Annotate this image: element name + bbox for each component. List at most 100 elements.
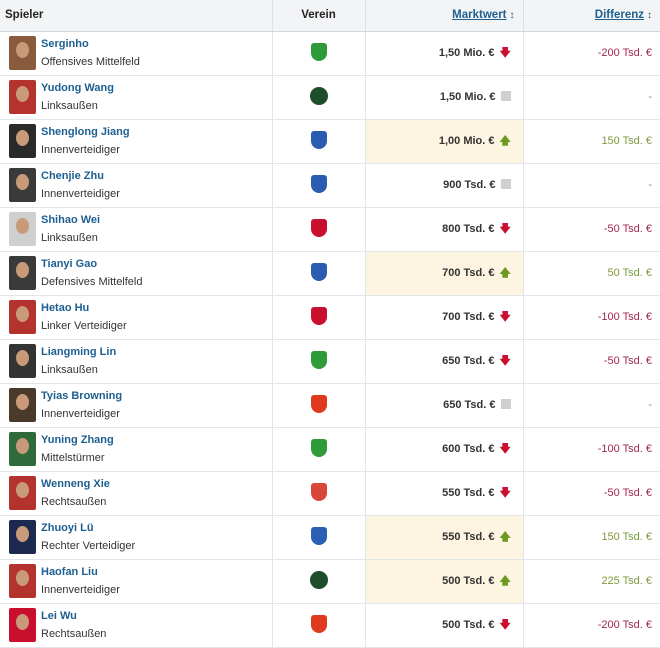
player-name-link[interactable]: Tianyi Gao — [41, 258, 98, 270]
player-cell: Shihao Wei Linksaußen — [0, 212, 272, 246]
player-name-link[interactable]: Serginho — [41, 38, 89, 50]
player-name-link[interactable]: Hetao Hu — [41, 302, 90, 314]
column-header-market-value[interactable]: Marktwert ↕ — [365, 0, 524, 32]
player-name-link[interactable]: Liangming Lin — [41, 346, 117, 358]
value-difference: -50 Tsd. € — [523, 207, 660, 252]
club-crest-icon[interactable] — [309, 570, 328, 589]
player-name-link[interactable]: Shihao Wei — [41, 214, 101, 226]
club-crest-icon[interactable] — [310, 614, 327, 633]
arrow-up-icon: 🡅 — [499, 134, 511, 147]
player-name-link[interactable]: Chenjie Zhu — [41, 170, 104, 182]
market-value: 700 Tsd. € — [442, 310, 495, 323]
column-header-player: Spieler — [0, 0, 273, 32]
player-cell: Chenjie Zhu Innenverteidiger — [0, 168, 272, 202]
player-position: Offensives Mittelfeld — [41, 56, 140, 68]
table-row: Haofan Liu Innenverteidiger 500 Tsd. € 🡅 … — [0, 559, 660, 604]
player-cell: Wenneng Xie Rechtsaußen — [0, 476, 272, 510]
sort-icon[interactable]: ↕ — [647, 10, 652, 22]
arrow-down-icon: 🡇 — [499, 310, 511, 323]
player-name-link[interactable]: Tyias Browning — [41, 390, 123, 402]
player-photo[interactable] — [9, 608, 36, 642]
table-row: Serginho Offensives Mittelfeld 1,50 Mio.… — [0, 31, 660, 76]
player-photo[interactable] — [9, 256, 36, 290]
player-cell: Hetao Hu Linker Verteidiger — [0, 300, 272, 334]
market-value: 550 Tsd. € — [442, 486, 495, 499]
player-cell: Zhuoyi Lü Rechter Verteidiger — [0, 520, 272, 554]
player-photo[interactable] — [9, 388, 36, 422]
player-photo[interactable] — [9, 476, 36, 510]
arrow-down-icon: 🡇 — [499, 442, 511, 455]
arrow-up-icon: 🡅 — [499, 530, 511, 543]
club-crest-icon[interactable] — [310, 262, 327, 281]
player-position: Rechtsaußen — [41, 496, 107, 508]
value-difference: - — [523, 383, 660, 428]
club-crest-icon[interactable] — [310, 174, 327, 193]
table-row: Tyias Browning Innenverteidiger 650 Tsd.… — [0, 383, 660, 428]
player-position: Rechter Verteidiger — [41, 540, 136, 552]
table-row: Zhuoyi Lü Rechter Verteidiger 550 Tsd. €… — [0, 515, 660, 560]
player-name-link[interactable]: Yudong Wang — [41, 82, 114, 94]
table-row: Shenglong Jiang Innenverteidiger 1,00 Mi… — [0, 119, 660, 164]
unchanged-icon — [500, 91, 511, 101]
club-crest-icon[interactable] — [310, 482, 327, 501]
club-crest-icon[interactable] — [310, 42, 327, 61]
player-photo[interactable] — [9, 564, 36, 598]
player-photo[interactable] — [9, 124, 36, 158]
player-name-link[interactable]: Wenneng Xie — [41, 478, 110, 490]
market-value: 800 Tsd. € — [442, 222, 495, 235]
player-photo[interactable] — [9, 432, 36, 466]
arrow-down-icon: 🡇 — [499, 222, 511, 235]
value-difference: -100 Tsd. € — [523, 427, 660, 472]
player-name-link[interactable]: Zhuoyi Lü — [41, 522, 94, 534]
player-name-link[interactable]: Lei Wu — [41, 610, 77, 622]
arrow-up-icon: 🡅 — [499, 266, 511, 279]
player-photo[interactable] — [9, 168, 36, 202]
column-header-club: Verein — [272, 0, 366, 32]
player-position: Innenverteidiger — [41, 144, 120, 156]
player-position: Mittelstürmer — [41, 452, 105, 464]
player-photo[interactable] — [9, 36, 36, 70]
club-crest-icon[interactable] — [310, 306, 327, 325]
table-header: Spieler Verein Marktwert ↕ Differenz ↕ — [0, 0, 660, 32]
player-photo[interactable] — [9, 344, 36, 378]
club-crest-icon[interactable] — [310, 130, 327, 149]
club-crest-icon[interactable] — [310, 218, 327, 237]
player-photo[interactable] — [9, 520, 36, 554]
club-crest-icon[interactable] — [310, 526, 327, 545]
player-photo[interactable] — [9, 212, 36, 246]
player-photo[interactable] — [9, 300, 36, 334]
table-row: Hetao Hu Linker Verteidiger 700 Tsd. € 🡇 … — [0, 295, 660, 340]
table-row: Lei Wu Rechtsaußen 500 Tsd. € 🡇 -200 Tsd.… — [0, 603, 660, 648]
arrow-down-icon: 🡇 — [499, 618, 511, 631]
player-position: Rechtsaußen — [41, 628, 107, 640]
player-name-link[interactable]: Shenglong Jiang — [41, 126, 130, 138]
table-row: Tianyi Gao Defensives Mittelfeld 700 Tsd… — [0, 251, 660, 296]
player-position: Linksaußen — [41, 364, 98, 376]
market-value: 500 Tsd. € — [442, 618, 495, 631]
club-crest-icon[interactable] — [310, 394, 327, 413]
value-difference: 50 Tsd. € — [523, 251, 660, 296]
player-position: Defensives Mittelfeld — [41, 276, 143, 288]
player-cell: Yuning Zhang Mittelstürmer — [0, 432, 272, 466]
value-difference: - — [523, 75, 660, 120]
club-crest-icon[interactable] — [310, 350, 327, 369]
player-cell: Yudong Wang Linksaußen — [0, 80, 272, 114]
club-crest-icon[interactable] — [309, 86, 328, 105]
value-difference: 150 Tsd. € — [523, 119, 660, 164]
market-value: 700 Tsd. € — [442, 266, 495, 279]
market-value: 1,50 Mio. € — [438, 46, 495, 59]
sort-icon[interactable]: ↕ — [509, 10, 515, 22]
value-difference: 225 Tsd. € — [523, 559, 660, 604]
player-photo[interactable] — [9, 80, 36, 114]
club-crest-icon[interactable] — [310, 438, 327, 457]
sort-difference-link[interactable]: Differenz — [594, 9, 644, 22]
player-name-link[interactable]: Yuning Zhang — [41, 434, 114, 446]
player-position: Linker Verteidiger — [41, 320, 127, 332]
market-value: 900 Tsd. € — [443, 179, 496, 191]
value-difference: -50 Tsd. € — [523, 471, 660, 516]
column-header-difference[interactable]: Differenz ↕ — [523, 0, 660, 32]
table-row: Chenjie Zhu Innenverteidiger 900 Tsd. € … — [0, 163, 660, 208]
player-name-link[interactable]: Haofan Liu — [41, 566, 98, 578]
sort-market-value-link[interactable]: Marktwert — [452, 9, 507, 22]
